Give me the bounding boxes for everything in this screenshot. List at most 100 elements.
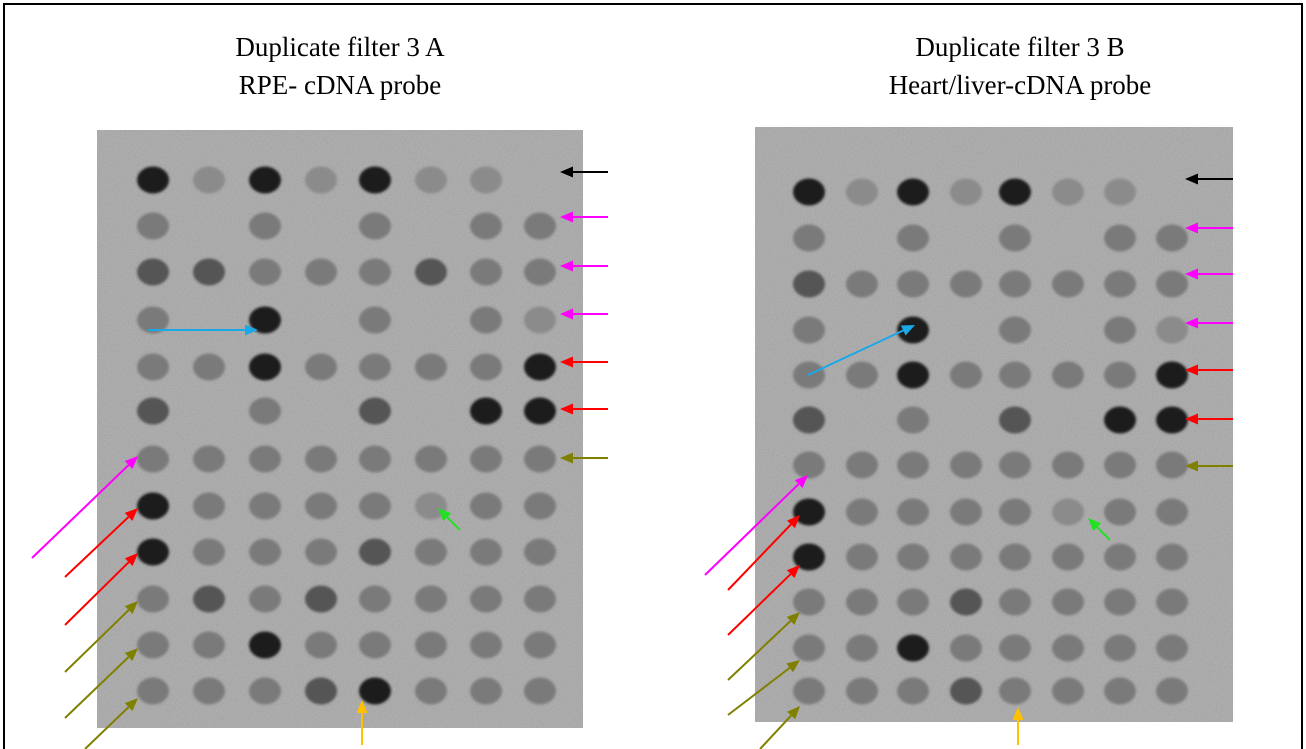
spot xyxy=(793,588,825,616)
spot xyxy=(999,270,1031,298)
arrow-shaft xyxy=(446,516,461,531)
arrow-head xyxy=(786,565,800,579)
arrow-head xyxy=(124,698,138,711)
spot xyxy=(415,492,447,520)
spot xyxy=(897,270,929,298)
filter-grain xyxy=(755,127,1233,722)
spot xyxy=(305,258,337,286)
spot xyxy=(359,538,391,566)
spot xyxy=(524,397,556,425)
arrow-shaft xyxy=(64,609,130,673)
spot xyxy=(1104,634,1136,662)
arrow xyxy=(560,166,608,178)
spot xyxy=(249,397,281,425)
spot xyxy=(470,538,502,566)
spot xyxy=(1104,361,1136,389)
panel-title: Duplicate filter 3 A xyxy=(235,32,445,62)
spot xyxy=(999,406,1031,434)
spot xyxy=(999,361,1031,389)
arrow-head xyxy=(1185,268,1198,280)
arrow xyxy=(560,260,608,272)
spot xyxy=(470,631,502,659)
spot xyxy=(359,445,391,473)
arrow xyxy=(356,700,368,745)
spot xyxy=(359,585,391,613)
arrow xyxy=(759,706,800,749)
arrow-head xyxy=(356,700,368,713)
spot xyxy=(415,631,447,659)
arrow xyxy=(727,660,800,716)
spot xyxy=(193,677,225,705)
spot xyxy=(950,677,982,705)
spot xyxy=(524,258,556,286)
spot xyxy=(1052,588,1084,616)
arrow xyxy=(807,325,915,376)
spot xyxy=(1052,543,1084,571)
spot xyxy=(793,451,825,479)
spot xyxy=(193,538,225,566)
spot xyxy=(1156,588,1188,616)
spot xyxy=(524,353,556,381)
spot xyxy=(470,258,502,286)
spot xyxy=(137,445,169,473)
spot xyxy=(305,585,337,613)
spot xyxy=(1156,634,1188,662)
spot xyxy=(793,270,825,298)
spot xyxy=(359,397,391,425)
arrow-head xyxy=(560,403,573,415)
arrow xyxy=(438,508,461,531)
spot xyxy=(1104,588,1136,616)
arrow-shaft xyxy=(64,561,130,626)
spot xyxy=(1052,634,1084,662)
arrows xyxy=(31,166,1233,749)
spot xyxy=(359,258,391,286)
spot xyxy=(415,585,447,613)
arrow-head xyxy=(560,308,573,320)
spot xyxy=(1104,543,1136,571)
arrow xyxy=(1185,222,1233,234)
arrow-shaft xyxy=(727,523,792,591)
spot xyxy=(1052,677,1084,705)
arrow-head xyxy=(1185,460,1198,472)
spot xyxy=(897,543,929,571)
arrow xyxy=(64,553,138,626)
arrow xyxy=(1185,317,1233,329)
spot xyxy=(999,316,1031,344)
spot xyxy=(137,166,169,194)
arrow-head xyxy=(786,660,800,673)
spot xyxy=(793,677,825,705)
arrow-head xyxy=(1185,364,1198,376)
spot xyxy=(999,178,1031,206)
spot xyxy=(999,543,1031,571)
spot xyxy=(359,492,391,520)
spot xyxy=(897,498,929,526)
spot xyxy=(415,538,447,566)
frame xyxy=(3,3,1303,749)
spot xyxy=(793,316,825,344)
spot xyxy=(137,258,169,286)
arrow-head xyxy=(124,648,138,661)
spot xyxy=(1052,451,1084,479)
arrow xyxy=(1185,460,1233,472)
spot xyxy=(524,677,556,705)
spot xyxy=(137,212,169,240)
spot xyxy=(999,224,1031,252)
filter-grain xyxy=(97,130,583,728)
spot xyxy=(524,538,556,566)
spot xyxy=(846,451,878,479)
spot xyxy=(950,178,982,206)
spot xyxy=(193,445,225,473)
arrow-head xyxy=(787,706,800,720)
spot xyxy=(249,492,281,520)
spot xyxy=(305,492,337,520)
spot xyxy=(1104,316,1136,344)
arrow-head xyxy=(560,260,573,272)
arrow-head xyxy=(124,601,138,615)
spot xyxy=(137,353,169,381)
spot xyxy=(249,631,281,659)
arrow xyxy=(1185,364,1233,376)
spot xyxy=(1156,543,1188,571)
arrow xyxy=(727,612,800,681)
